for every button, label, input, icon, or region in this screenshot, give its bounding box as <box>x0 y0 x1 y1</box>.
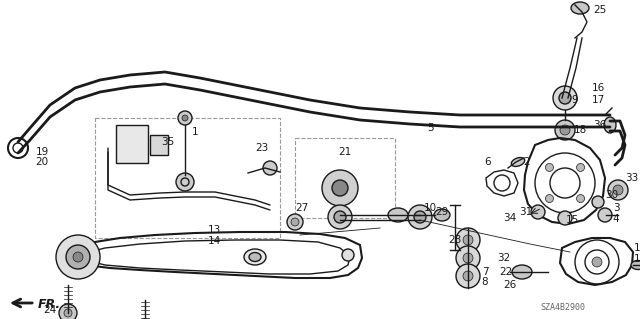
Text: 20: 20 <box>35 157 49 167</box>
Circle shape <box>456 264 480 288</box>
Text: SZA4B2900: SZA4B2900 <box>540 303 585 313</box>
Circle shape <box>263 161 277 175</box>
Text: 31: 31 <box>520 207 532 217</box>
Text: 15: 15 <box>565 215 579 225</box>
Ellipse shape <box>434 209 450 221</box>
Text: 33: 33 <box>625 173 639 183</box>
Text: 25: 25 <box>593 5 607 15</box>
Text: 32: 32 <box>497 253 511 263</box>
Circle shape <box>463 253 473 263</box>
Text: 34: 34 <box>504 213 516 223</box>
Circle shape <box>56 235 100 279</box>
Circle shape <box>577 195 584 203</box>
Text: 6: 6 <box>484 157 492 167</box>
Text: 21: 21 <box>339 147 351 157</box>
Text: 23: 23 <box>255 143 269 153</box>
Ellipse shape <box>631 261 640 270</box>
Text: 1: 1 <box>192 127 198 137</box>
Circle shape <box>456 228 480 252</box>
Circle shape <box>592 257 602 267</box>
Ellipse shape <box>249 253 261 262</box>
Ellipse shape <box>604 117 616 133</box>
Circle shape <box>555 120 575 140</box>
Text: 10: 10 <box>424 203 436 213</box>
Circle shape <box>342 249 354 261</box>
Text: 11: 11 <box>634 243 640 253</box>
Circle shape <box>559 92 571 104</box>
Ellipse shape <box>511 158 525 167</box>
Circle shape <box>577 163 584 171</box>
Ellipse shape <box>244 249 266 265</box>
Text: 3: 3 <box>612 203 620 213</box>
Text: 24: 24 <box>44 305 56 315</box>
FancyBboxPatch shape <box>116 125 148 163</box>
Text: 29: 29 <box>435 207 449 217</box>
Circle shape <box>73 252 83 262</box>
Circle shape <box>287 214 303 230</box>
Circle shape <box>592 196 604 208</box>
Text: 19: 19 <box>35 147 49 157</box>
Text: 36: 36 <box>593 120 607 130</box>
Text: 8: 8 <box>482 277 488 287</box>
Circle shape <box>558 211 572 225</box>
Text: 22: 22 <box>499 267 513 277</box>
Ellipse shape <box>388 208 408 222</box>
Circle shape <box>66 245 90 269</box>
Circle shape <box>182 115 188 121</box>
Circle shape <box>176 173 194 191</box>
Circle shape <box>545 195 554 203</box>
Circle shape <box>613 185 623 195</box>
Circle shape <box>59 304 77 319</box>
Text: 9: 9 <box>572 95 579 105</box>
Text: 5: 5 <box>427 123 433 133</box>
Text: 35: 35 <box>161 137 175 147</box>
Circle shape <box>408 205 432 229</box>
Circle shape <box>414 211 426 223</box>
Circle shape <box>553 86 577 110</box>
Text: 16: 16 <box>591 83 605 93</box>
Text: 27: 27 <box>296 203 308 213</box>
Circle shape <box>322 170 358 206</box>
Circle shape <box>463 271 473 281</box>
Circle shape <box>64 309 72 317</box>
Circle shape <box>598 208 612 222</box>
Ellipse shape <box>512 265 532 279</box>
FancyBboxPatch shape <box>150 135 168 155</box>
Text: 26: 26 <box>504 280 516 290</box>
Text: 13: 13 <box>207 225 221 235</box>
Circle shape <box>608 180 628 200</box>
Circle shape <box>334 211 346 223</box>
Circle shape <box>328 205 352 229</box>
Circle shape <box>531 205 545 219</box>
Circle shape <box>178 111 192 125</box>
Text: 14: 14 <box>207 236 221 246</box>
Text: 2: 2 <box>524 157 531 167</box>
Text: 4: 4 <box>612 214 620 224</box>
Circle shape <box>332 180 348 196</box>
Circle shape <box>560 125 570 135</box>
Text: 17: 17 <box>591 95 605 105</box>
Circle shape <box>291 218 299 226</box>
Text: FR.: FR. <box>38 298 61 310</box>
Text: 30: 30 <box>605 190 619 200</box>
Text: 28: 28 <box>449 235 461 245</box>
Text: 18: 18 <box>573 125 587 135</box>
Circle shape <box>456 246 480 270</box>
Ellipse shape <box>571 2 589 14</box>
Text: 12: 12 <box>634 254 640 264</box>
Text: 7: 7 <box>482 267 488 277</box>
Circle shape <box>545 163 554 171</box>
Circle shape <box>463 235 473 245</box>
